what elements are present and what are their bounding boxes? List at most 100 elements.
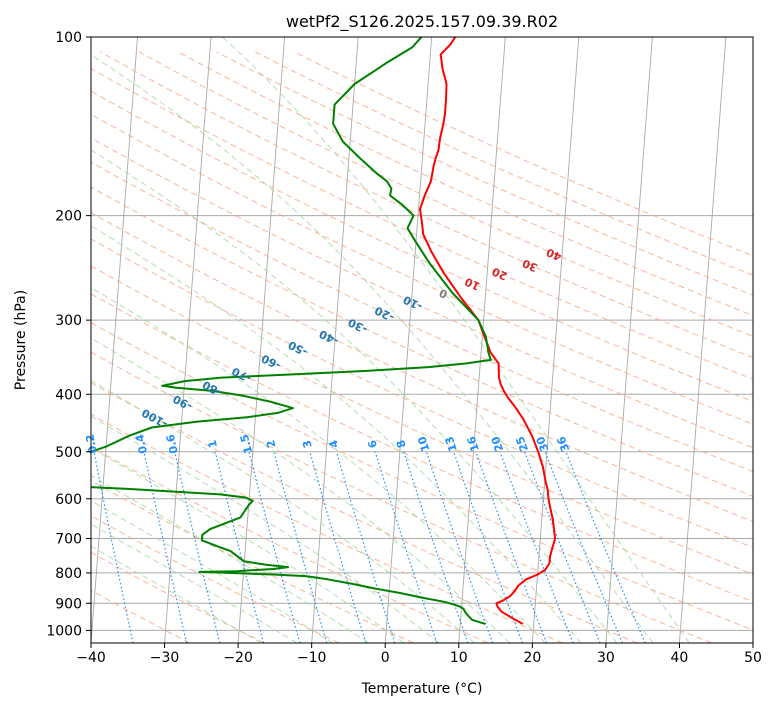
dry-adiabat-line (91, 480, 414, 643)
x-tick-label: −20 (223, 650, 253, 666)
mixing-ratio-line (248, 451, 301, 643)
dry-adiabat-line (91, 413, 563, 643)
mixing-ratio-line (174, 451, 221, 643)
y-axis-label: Pressure (hPa) (13, 290, 29, 390)
mixing-ratio-label: 1.5 (238, 433, 255, 455)
moist-adiabat-line (91, 286, 546, 643)
isotherm-line (678, 37, 727, 643)
mixing-ratio-label: 20 (489, 434, 507, 453)
x-tick-label: 20 (523, 650, 541, 666)
isotherm-line (91, 37, 138, 643)
dry-adiabat-line (138, 51, 753, 337)
dry-adiabat-line (91, 351, 712, 643)
mixing-ratio-line (143, 451, 188, 643)
y-tick-label: 400 (55, 387, 82, 403)
isotherm-line (237, 37, 286, 643)
x-tick-label: 0 (381, 650, 390, 666)
axis-ticks: −40 −30 −20 −10 0 10 20 30 40 5010020030040050060… (46, 30, 762, 666)
moist-adiabat-line (91, 415, 440, 643)
dry-adiabat-label: 40 (544, 245, 564, 263)
isotherm-line (384, 37, 433, 643)
x-tick-label: 40 (671, 650, 689, 666)
dry-adiabat-line (91, 212, 753, 523)
mixing-ratio-line (309, 451, 367, 643)
dry-adiabat-line (91, 137, 753, 449)
mixing-ratio-label: 0.6 (164, 433, 181, 455)
dry-adiabat-line (91, 90, 753, 403)
mixing-ratio-line (475, 451, 548, 643)
dry-adiabat-line (91, 515, 340, 643)
mixing-ratio-label: 4 (327, 438, 342, 449)
dry-adiabat-line (91, 68, 753, 380)
mixing-ratio-line (425, 451, 494, 643)
mixing-ratio-line (544, 451, 624, 643)
mixing-ratio-label: 13 (443, 435, 460, 454)
y-tick-label: 800 (55, 566, 82, 582)
y-tick-label: 1000 (46, 623, 82, 639)
mixing-ratio-line (273, 451, 328, 643)
mixing-ratio-label: 8 (394, 438, 409, 449)
mixing-ratio-line (93, 451, 134, 643)
x-tick-label: −10 (297, 650, 327, 666)
mixing-ratio-label: 30 (534, 434, 552, 453)
x-tick-label: 10 (450, 650, 468, 666)
mixing-ratio-label: 36 (554, 434, 572, 453)
x-tick-label: −30 (150, 650, 180, 666)
moist-adiabat-line (221, 37, 690, 643)
mixing-ratio-label: 6 (365, 438, 380, 449)
mixing-ratio-label: 0.2 (83, 433, 99, 455)
dry-adiabat-line (91, 238, 753, 549)
y-tick-label: 600 (55, 492, 82, 508)
dry-adiabat-label: 20 (490, 264, 510, 282)
isotherm-line (531, 37, 580, 643)
isotherm-line (752, 637, 753, 643)
chart-title: wetPf2_S126.2025.157.09.39.R02 (286, 12, 558, 32)
mixing-ratio-line (499, 451, 574, 643)
mixing-ratio-label: 1 (206, 439, 220, 449)
moist-adiabat-line (91, 475, 369, 643)
plot-frame (90, 36, 754, 644)
dry-adiabat-line (91, 265, 753, 575)
moist-adiabat-line (91, 54, 654, 643)
x-tick-label: 30 (597, 650, 615, 666)
mixing-ratio-line (403, 451, 469, 643)
dry-adiabat-label: 30 (520, 256, 540, 274)
mixing-ratio-line (565, 451, 646, 643)
x-tick-label: −40 (76, 650, 106, 666)
mixing-ratio-label: 0.4 (133, 433, 150, 455)
dry-adiabat-line (91, 161, 753, 473)
mixing-ratio-label: 16 (465, 434, 482, 453)
y-tick-label: 500 (55, 445, 82, 461)
dry-adiabat-line (177, 51, 753, 317)
dry-adiabat-line (91, 322, 753, 631)
mixing-ratio-label: 25 (513, 435, 531, 454)
isotherm-line (311, 37, 359, 643)
x-tick-label: 50 (744, 650, 762, 666)
isotherm-line (458, 37, 506, 643)
mixing-ratio-label: 10 (415, 434, 432, 453)
y-tick-label: 200 (55, 209, 82, 225)
dry-adiabat-line (91, 446, 489, 643)
moist-adiabat-line (91, 447, 404, 643)
isotherm-line (164, 37, 212, 643)
y-tick-label: 300 (55, 313, 82, 329)
mixing-ratio-line (524, 451, 601, 643)
plot-background (91, 37, 753, 643)
dewpoint-line (91, 37, 492, 625)
y-tick-label: 700 (55, 532, 82, 548)
moist-adiabat-line (91, 379, 475, 643)
isotherm-line (605, 37, 653, 643)
mixing-ratio-label: 2 (264, 439, 279, 450)
y-tick-label: 100 (55, 30, 82, 46)
temperature-line (419, 37, 557, 625)
dry-adiabat-line (91, 382, 638, 643)
y-tick-label: 900 (55, 596, 82, 612)
dry-adiabat-line (91, 186, 753, 497)
mixing-ratio-label: 3 (300, 438, 315, 449)
moist-adiabat-line (91, 337, 511, 643)
plot-area (91, 37, 753, 643)
mixing-ratio-line (374, 451, 438, 643)
dry-adiabat-label: 10 (462, 275, 482, 293)
mixing-ratio-line (335, 451, 396, 643)
